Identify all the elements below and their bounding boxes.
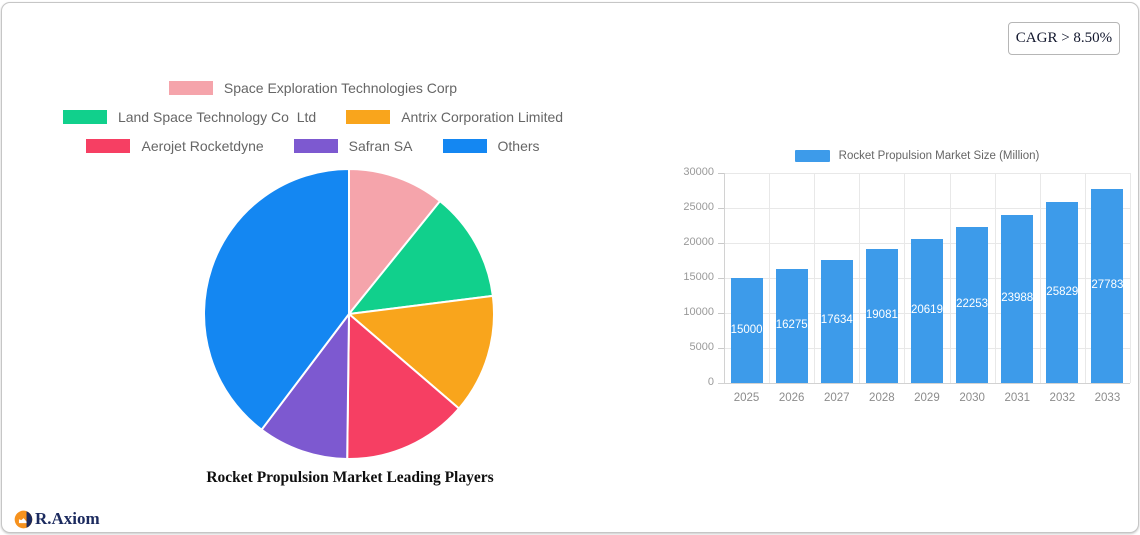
- bar-value-label: 25829: [1046, 285, 1079, 298]
- bar-2028[interactable]: [865, 249, 898, 383]
- x-axis-label: 2031: [1004, 392, 1031, 404]
- logo-text: R.Axiom: [35, 509, 100, 528]
- pie-slice-3[interactable]: [346, 313, 460, 460]
- gridline-h: [724, 208, 1130, 209]
- bar-value-label: 19081: [865, 309, 898, 322]
- pie-title: Rocket Propulsion Market Leading Players: [206, 469, 494, 486]
- legend-swatch: [168, 80, 213, 95]
- y-axis-label: 20000: [683, 236, 714, 248]
- x-axis-label: 2026: [778, 392, 805, 404]
- bar-2026[interactable]: [775, 269, 808, 383]
- legend-label: Rocket Propulsion Market Size (Million): [838, 150, 1040, 162]
- bar-2032[interactable]: [1046, 202, 1079, 383]
- logo-icon-crescent: [26, 510, 33, 528]
- axis-tick: [718, 348, 724, 349]
- bar-2027[interactable]: [820, 259, 853, 383]
- gridline-v: [859, 173, 861, 383]
- bar-2025[interactable]: [730, 278, 763, 383]
- pie-legend-item-1[interactable]: Land Space Technology Co Ltd: [62, 108, 317, 125]
- pie-slice-5[interactable]: [203, 168, 350, 431]
- pie-slice-2[interactable]: [348, 294, 496, 410]
- pie-legend-item-0[interactable]: Space Exploration Technologies Corp: [168, 79, 458, 96]
- pie-legend-item-4[interactable]: Safran SA: [293, 137, 413, 154]
- legend-swatch: [794, 150, 830, 162]
- gridline-v: [1130, 173, 1131, 383]
- y-axis-label: 25000: [683, 201, 714, 213]
- x-axis-label: 2029: [914, 392, 940, 404]
- gridline-v: [769, 173, 771, 383]
- growth-chart-icon: [14, 510, 33, 528]
- legend-swatch: [346, 109, 391, 124]
- gridline-v: [904, 173, 906, 383]
- bar-chart: Rocket Propulsion Market Size (Million) …: [683, 146, 1140, 421]
- pie-legend-item-2[interactable]: Antrix Corporation Limited: [346, 109, 563, 125]
- gridline-v: [1084, 173, 1086, 383]
- pie-legend-item-5[interactable]: Others: [442, 137, 540, 154]
- bar-2029[interactable]: [911, 238, 943, 383]
- x-axis-label: 2030: [959, 392, 985, 404]
- bar-value-label: 16275: [775, 319, 808, 331]
- legend-label: Antrix Corporation Limited: [401, 108, 564, 125]
- pie-chart: [203, 168, 496, 460]
- x-axis-label: 2025: [733, 392, 760, 404]
- x-axis-line: [718, 383, 1130, 384]
- y-axis-label: 5000: [689, 341, 714, 353]
- legend-swatch: [293, 138, 338, 153]
- legend-label: Aerojet Rocketdyne: [141, 137, 264, 154]
- x-axis-label: 2032: [1049, 392, 1076, 404]
- y-axis-line: [724, 173, 725, 383]
- legend-label: Land Space Technology Co Ltd: [117, 108, 317, 125]
- brand-logo: R.Axiom: [14, 509, 100, 529]
- cagr-badge: CAGR > 8.50%: [1008, 22, 1120, 55]
- bar-value-label: 20619: [911, 303, 943, 316]
- cagr-badge-label: CAGR > 8.50%: [1015, 30, 1113, 46]
- y-axis-label: 10000: [683, 306, 714, 318]
- logo-icon-chart-glyph: [18, 517, 27, 523]
- legend-swatch: [442, 138, 487, 153]
- bar-value-label: 17634: [820, 314, 853, 327]
- gridline-v: [949, 173, 951, 383]
- x-axis-label: 2027: [823, 392, 850, 404]
- bar-value-label: 23988: [1001, 292, 1034, 304]
- bar-plot: 0 5000 10000 15000 20000 25000 30000 15000 2025 1…: [683, 146, 1140, 421]
- pie-legend-row: Aerojet Rocketdyne Safran SA Others: [2, 131, 624, 160]
- legend-label: Safran SA: [348, 137, 413, 154]
- gridline-v: [994, 173, 996, 383]
- pie-legend: Space Exploration Technologies Corp Land …: [2, 73, 624, 160]
- axis-tick: [718, 208, 724, 209]
- legend-label: Space Exploration Technologies Corp: [223, 79, 458, 96]
- y-axis-label: 30000: [683, 166, 714, 178]
- bar-value-label: 15000: [730, 323, 763, 336]
- gridline-v: [1039, 173, 1041, 383]
- axis-tick: [718, 278, 724, 279]
- y-axis-label: 15000: [683, 271, 714, 283]
- pie-slice-1[interactable]: [348, 200, 494, 315]
- axis-tick: [718, 173, 724, 174]
- y-axis-label: 0: [707, 376, 714, 388]
- bar-value-label: 22253: [956, 298, 989, 311]
- x-axis-label: 2033: [1094, 392, 1121, 404]
- gridline-v: [814, 173, 816, 383]
- pie-legend-row: Space Exploration Technologies Corp: [2, 73, 624, 102]
- bar-2030[interactable]: [956, 227, 989, 383]
- pie-legend-row: Land Space Technology Co Ltd Antrix Corpo…: [2, 102, 624, 131]
- axis-tick: [718, 243, 724, 244]
- pie-slice-0[interactable]: [348, 168, 442, 315]
- bar-2031[interactable]: [1001, 215, 1034, 383]
- legend-label: Others: [497, 137, 540, 154]
- legend-swatch: [62, 109, 107, 124]
- bar-value-label: 27783: [1091, 278, 1124, 291]
- bar-legend-item[interactable]: Rocket Propulsion Market Size (Million): [694, 150, 1140, 162]
- gridline-h: [724, 173, 1130, 174]
- pie-slice-4[interactable]: [260, 313, 350, 460]
- pie-legend-item-3[interactable]: Aerojet Rocketdyne: [86, 137, 264, 154]
- bar-2033[interactable]: [1091, 188, 1124, 383]
- axis-tick: [718, 313, 724, 314]
- x-axis-label: 2028: [869, 392, 895, 404]
- legend-swatch: [86, 138, 131, 153]
